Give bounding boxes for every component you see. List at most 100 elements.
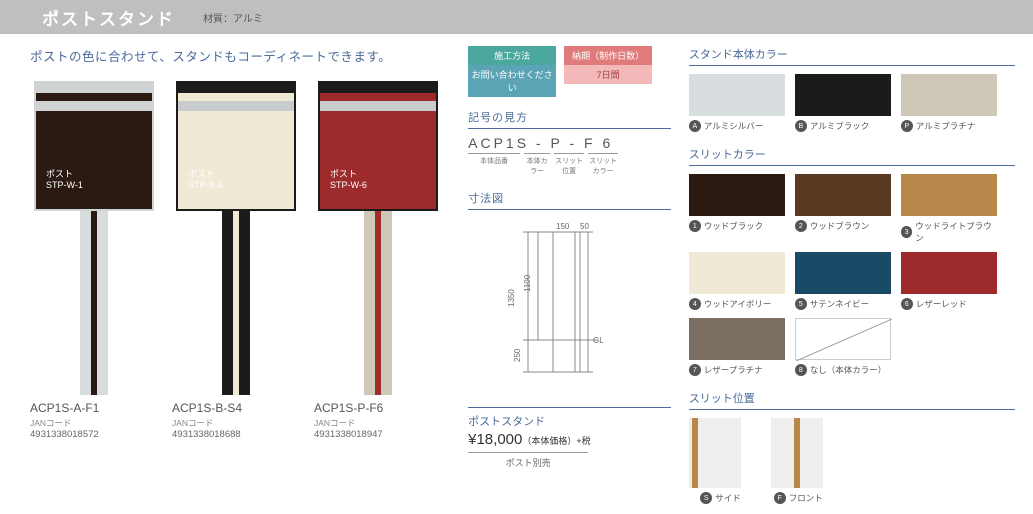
swatch-box — [689, 252, 785, 294]
stand-card: ポストSTP-B-4 ACP1S-B-S4 JANコード 49313380186… — [172, 75, 300, 440]
stand-visual: ポストSTP-W-6 — [314, 75, 442, 395]
right-column: スタンド本体カラー Aアルミシルバー Bアルミブラック Pアルミプラチナ スリッ… — [689, 46, 1015, 504]
position-badge: S — [700, 492, 712, 504]
swatch-box — [795, 318, 891, 360]
dim-w2: 50 — [580, 222, 589, 231]
swatch-label: 8なし（本体カラー） — [795, 364, 891, 376]
page-header: ポストスタンド 材質：アルミ — [0, 0, 1033, 34]
jan-label: JANコード — [172, 417, 300, 429]
slit-position: Fフロント — [771, 418, 823, 504]
postbox: ポストSTP-W-1 — [34, 81, 154, 211]
tag-head: 納期（制作日数） — [564, 46, 652, 65]
tag-row: 施工方法 お問い合わせください 納期（制作日数） 7日間 — [468, 46, 671, 97]
swatch-badge: 8 — [795, 364, 807, 376]
slit-position-list: Sサイド Fフロント — [689, 418, 1015, 504]
dimension-diagram: 150 50 1350 1100 250 GL — [468, 222, 628, 392]
swatch-box — [901, 252, 997, 294]
code-labels: 本体品番 本体カラー スリット位置 スリットカラー — [468, 153, 671, 176]
dim-h-above: 1100 — [523, 274, 532, 292]
dim-w1: 150 — [556, 222, 570, 231]
jan-label: JANコード — [30, 417, 158, 429]
color-swatch: 3ウッドライトブラウン — [901, 174, 997, 244]
model-code: ACP1S-P-F6 — [314, 401, 442, 415]
dim-heading: 寸法図 — [468, 190, 671, 210]
swatch-label: 2ウッドブラウン — [795, 220, 891, 232]
body-color-swatches: Aアルミシルバー Bアルミブラック Pアルミプラチナ — [689, 74, 1015, 132]
product-name: ポストスタンド — [468, 413, 671, 429]
swatch-badge: 4 — [689, 298, 701, 310]
post-label: ポストSTP-B-4 — [188, 169, 223, 192]
jan-label: JANコード — [314, 417, 442, 429]
tag-body: お問い合わせください — [468, 65, 556, 97]
swatch-label: Bアルミブラック — [795, 120, 891, 132]
color-swatch: Aアルミシルバー — [689, 74, 785, 132]
color-swatch: 2ウッドブラウン — [795, 174, 891, 244]
model-code: ACP1S-B-S4 — [172, 401, 300, 415]
swatch-label: 7レザープラチナ — [689, 364, 785, 376]
dim-gl: GL — [593, 336, 604, 345]
jan-code: 4931338018947 — [314, 429, 442, 440]
swatch-label: 1ウッドブラック — [689, 220, 785, 232]
swatch-box — [901, 74, 997, 116]
tag-head: 施工方法 — [468, 46, 556, 65]
swatch-badge: 3 — [901, 226, 913, 238]
code-label: 本体カラー — [524, 153, 550, 176]
swatch-badge: 2 — [795, 220, 807, 232]
swatch-label: 6レザーレッド — [901, 298, 997, 310]
code-example: ACP1S - P - F 6 — [468, 135, 671, 151]
jan-code: 4931338018572 — [30, 429, 158, 440]
price-note: ポスト別売 — [468, 452, 588, 469]
slit-position-label: Sサイド — [689, 492, 741, 504]
slit-color-swatches: 1ウッドブラック 2ウッドブラウン 3ウッドライトブラウン 4ウッドアイボリー … — [689, 174, 1015, 376]
postbox: ポストSTP-W-6 — [318, 81, 438, 211]
code-heading: 記号の見方 — [468, 109, 671, 129]
dim-h-below: 250 — [513, 348, 522, 362]
left-column: ポストの色に合わせて、スタンドもコーディネートできます。 ポストSTP-W-1 … — [30, 46, 450, 504]
swatch-badge: B — [795, 120, 807, 132]
jan-code: 4931338018688 — [172, 429, 300, 440]
price-value: ¥18,000 — [468, 431, 522, 448]
color-swatch: Bアルミブラック — [795, 74, 891, 132]
construction-tag: 施工方法 お問い合わせください — [468, 46, 556, 97]
price-block: ポストスタンド ¥18,000（本体価格）+税 ポスト別売 — [468, 407, 671, 469]
swatch-label: 3ウッドライトブラウン — [901, 220, 997, 244]
body-color-heading: スタンド本体カラー — [689, 46, 1015, 66]
page-title: ポストスタンド — [42, 5, 175, 30]
color-swatch: 1ウッドブラック — [689, 174, 785, 244]
color-swatch: 5サテンネイビー — [795, 252, 891, 310]
material-label: 材質：アルミ — [203, 10, 263, 25]
lead-text: ポストの色に合わせて、スタンドもコーディネートできます。 — [30, 46, 450, 65]
swatch-box — [689, 318, 785, 360]
price-suffix: （本体価格）+税 — [522, 436, 590, 446]
slit-position-label: Fフロント — [771, 492, 823, 504]
tag-body: 7日間 — [564, 65, 652, 84]
slit-position-visual — [689, 418, 741, 488]
swatch-label: Aアルミシルバー — [689, 120, 785, 132]
stand-visual: ポストSTP-B-4 — [172, 75, 300, 395]
swatch-box — [901, 174, 997, 216]
swatch-badge: 5 — [795, 298, 807, 310]
color-swatch: 8なし（本体カラー） — [795, 318, 891, 376]
swatch-label: Pアルミプラチナ — [901, 120, 997, 132]
swatch-box — [795, 174, 891, 216]
swatch-label: 4ウッドアイボリー — [689, 298, 785, 310]
swatch-badge: 1 — [689, 220, 701, 232]
swatch-badge: A — [689, 120, 701, 132]
content: ポストの色に合わせて、スタンドもコーディネートできます。 ポストSTP-W-1 … — [0, 34, 1033, 514]
model-code: ACP1S-A-F1 — [30, 401, 158, 415]
slit-position-heading: スリット位置 — [689, 390, 1015, 410]
swatch-box — [689, 174, 785, 216]
slit-position: Sサイド — [689, 418, 741, 504]
swatch-box — [795, 252, 891, 294]
post-label: ポストSTP-W-6 — [330, 169, 367, 192]
slit-position-visual — [771, 418, 823, 488]
code-label: 本体品番 — [468, 153, 520, 176]
dim-h-total: 1350 — [507, 289, 516, 307]
swatch-badge: P — [901, 120, 913, 132]
postbox: ポストSTP-B-4 — [176, 81, 296, 211]
swatch-badge: 6 — [901, 298, 913, 310]
stand-visual: ポストSTP-W-1 — [30, 75, 158, 395]
color-swatch: 7レザープラチナ — [689, 318, 785, 376]
code-label: スリット位置 — [554, 153, 584, 176]
stand-card: ポストSTP-W-6 ACP1S-P-F6 JANコード 49313380189… — [314, 75, 442, 440]
